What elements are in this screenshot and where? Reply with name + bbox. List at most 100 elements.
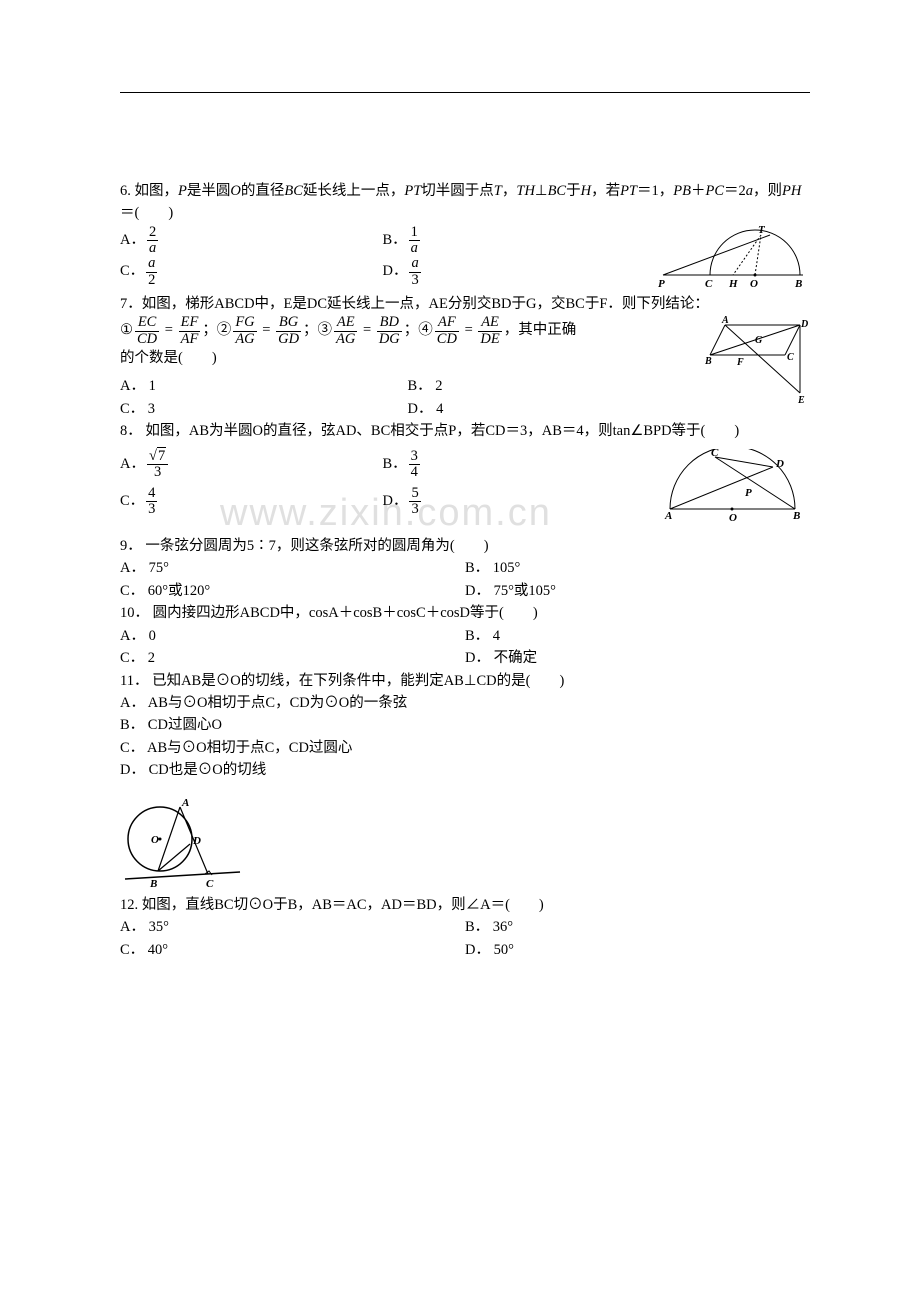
fraction-icon: 2a: [147, 225, 158, 256]
q6-part: PT: [620, 183, 637, 199]
q11-option-b: B． CD过圆心O: [120, 714, 810, 736]
q8-option-a: A．√73: [120, 449, 383, 480]
q6-part: PC: [705, 183, 724, 199]
fraction-icon: AEAG: [334, 315, 357, 346]
q7-option-b: B． 2: [408, 375, 696, 397]
sep: ；③: [303, 322, 332, 338]
q10-option-d: D． 不确定: [465, 647, 810, 669]
q11-option-a: A． AB与⊙O相切于点C，CD为⊙O的一条弦: [120, 692, 810, 714]
q6-part: 于: [566, 183, 581, 199]
q6-part: 切半圆于点: [421, 183, 494, 199]
q6-part: ＋: [691, 183, 706, 199]
opt-label: D．: [383, 263, 408, 279]
q7-text: 7．如图，梯形ABCD中，E是DC延长线上一点，AE分别交BD于G，交BC于F．…: [120, 293, 810, 315]
numerator: BG: [276, 315, 301, 331]
q7-figure: A D G B F C E: [705, 315, 810, 405]
q9-option-d: D． 75°或105°: [465, 580, 810, 602]
numerator: BD: [377, 315, 402, 331]
numerator: FG: [233, 315, 256, 331]
q9-option-c: C． 60°或120°: [120, 580, 465, 602]
fraction-icon: 43: [146, 486, 157, 517]
question-6: 6. 如图，P是半圆O的直径BC延长线上一点，PT切半圆于点T，TH⊥BC于H，…: [120, 180, 810, 293]
q6-part: ⊥: [535, 183, 548, 199]
fig-label-o: O: [729, 512, 737, 524]
q6-part: 的直径: [241, 183, 285, 199]
denominator: 3: [409, 273, 420, 288]
q6-part: ，若: [591, 183, 620, 199]
opt-label: A．: [120, 232, 145, 248]
q9-option-b: B． 105°: [465, 557, 810, 579]
q6-part: ＝( ): [120, 205, 173, 221]
fig-label-b: B: [794, 278, 802, 290]
fig-label-d: D: [775, 458, 784, 470]
numerator: 4: [146, 486, 157, 502]
q8-option-d: D．53: [383, 486, 646, 517]
fig-label-b: B: [705, 356, 712, 367]
fig-label-c: C: [787, 352, 794, 363]
q6-part: ＝2: [724, 183, 746, 199]
fraction-icon: BDDG: [377, 315, 402, 346]
numerator: 2: [147, 225, 158, 241]
fig-label-f: F: [736, 357, 744, 368]
q12-option-d: D． 50°: [465, 939, 810, 961]
opt-label: B．: [383, 232, 407, 248]
q6-part: 6. 如图，: [120, 183, 178, 199]
fraction-icon: BGGD: [276, 315, 301, 346]
q6-part: PB: [673, 183, 691, 199]
fig-label-p: P: [745, 487, 752, 499]
q7-prefix: ①: [120, 322, 133, 338]
denominator: DE: [478, 332, 501, 347]
fig-label-a: A: [721, 315, 729, 326]
q6-part: PT: [404, 183, 421, 199]
question-8: 8． 如图，AB为半圆O的直径，弦AD、BC相交于点P，若CD＝3，AB＝4，则…: [120, 420, 810, 528]
opt-label: A．: [120, 456, 145, 472]
denominator: a: [409, 241, 420, 256]
q6-part: PH: [782, 183, 801, 199]
q11-option-c: C． AB与⊙O相切于点C，CD过圆心: [120, 737, 810, 759]
q6-part: TH: [516, 183, 535, 199]
q12-option-c: C． 40°: [120, 939, 465, 961]
header-rule: [120, 92, 810, 93]
q11-option-d: D． CD也是⊙O的切线: [120, 759, 810, 781]
fraction-icon: 1a: [409, 225, 420, 256]
q6-option-b: B．1a: [383, 225, 646, 256]
numerator: a: [409, 256, 420, 272]
numerator: 5: [409, 486, 420, 502]
question-11: 11． 已知AB是⊙O的切线，在下列条件中，能判定AB⊥CD的是( ) A． A…: [120, 670, 810, 782]
q6-part: 延长线上一点，: [303, 183, 405, 199]
numerator: a: [146, 256, 157, 272]
sqrt-arg: 7: [157, 447, 166, 464]
q6-option-d: D．a3: [383, 256, 646, 287]
question-7: 7．如图，梯形ABCD中，E是DC延长线上一点，AE分别交BD于G，交BC于F．…: [120, 293, 810, 420]
question-12: 12. 如图，直线BC切⊙O于B，AB＝AC，AD＝BD，则∠A＝( ) A． …: [120, 894, 810, 961]
q6-part: BC: [284, 183, 303, 199]
fig-label-o: O: [750, 278, 758, 290]
sep: ；④: [404, 322, 433, 338]
denominator: 3: [146, 502, 157, 517]
denominator: CD: [135, 332, 159, 347]
opt-label: C．: [120, 263, 144, 279]
q6-part: ＝1，: [637, 183, 673, 199]
fraction-icon: 34: [409, 449, 420, 480]
q8-option-c: C．43: [120, 486, 383, 517]
fraction-icon: AFCD: [435, 315, 459, 346]
fig-label-b: B: [149, 878, 157, 890]
fig-label-h: H: [728, 278, 738, 290]
q9-text: 9． 一条弦分圆周为5∶7，则这条弦所对的圆周角为( ): [120, 535, 810, 557]
opt-label: D．: [383, 493, 408, 509]
q7-tail: ，其中正确: [504, 322, 577, 338]
fraction-icon: EFAF: [179, 315, 201, 346]
fig-label-g: G: [755, 335, 763, 346]
q10-option-a: A． 0: [120, 625, 465, 647]
q6-part: ，则: [753, 183, 782, 199]
q9-option-a: A． 75°: [120, 557, 465, 579]
q6-part: H: [581, 183, 591, 199]
fig-label-p: P: [658, 278, 665, 290]
denominator: 3: [147, 465, 168, 480]
q12-figure: O A D B C: [120, 794, 810, 894]
denominator: AG: [233, 332, 256, 347]
q6-part: T: [494, 183, 502, 199]
q6-option-c: C．a2: [120, 256, 383, 287]
denominator: DG: [377, 332, 402, 347]
fraction-icon: AEDE: [478, 315, 501, 346]
